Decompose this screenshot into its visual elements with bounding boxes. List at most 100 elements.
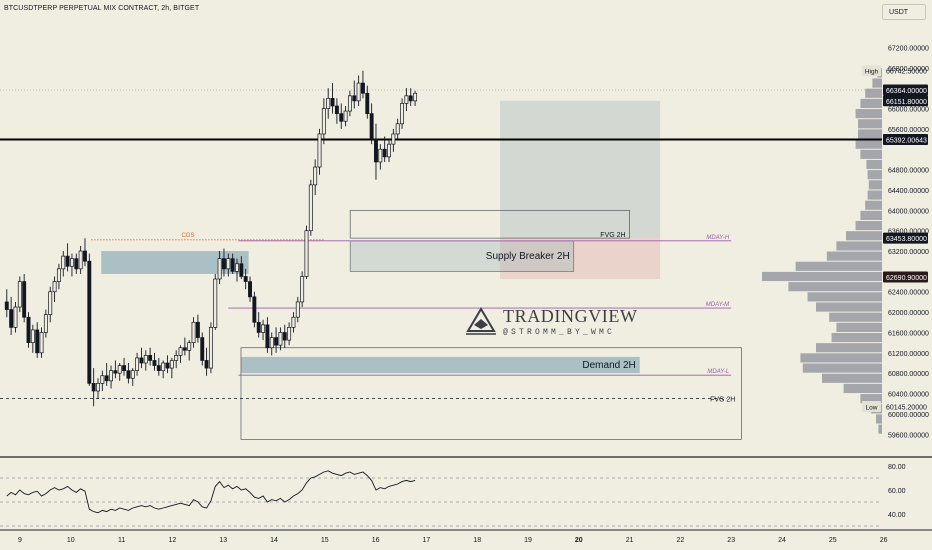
candle-up xyxy=(39,332,44,354)
tradingview-logo-icon xyxy=(466,307,496,335)
candle-down xyxy=(222,258,226,270)
candle-up xyxy=(291,316,296,328)
candle-up xyxy=(43,314,48,333)
volume-profile-bar xyxy=(816,343,882,353)
time-tick-label: 9 xyxy=(18,537,22,544)
volume-profile-bar xyxy=(878,424,882,434)
candle-up xyxy=(226,258,231,270)
candle-up xyxy=(321,108,326,135)
candle-down xyxy=(352,95,357,102)
rsi-tick-label: 80.00 xyxy=(888,464,906,471)
price-tick-label: 64800.00000 xyxy=(888,168,929,175)
candle-up xyxy=(395,123,400,135)
price-label-bg xyxy=(883,271,928,283)
candle-down xyxy=(334,105,339,114)
candle-down xyxy=(22,281,27,318)
volume-profile-bar xyxy=(868,180,882,190)
candlestick-series xyxy=(4,70,418,407)
zone-label-fvg-top: FVG 2H xyxy=(600,232,625,239)
candle-up xyxy=(48,291,53,316)
candle-down xyxy=(113,370,118,374)
candle-up xyxy=(13,306,18,328)
price-label: 60145.20000 xyxy=(886,405,927,412)
candle-up xyxy=(326,97,331,109)
volume-profile-bar xyxy=(866,159,882,170)
time-tick-label: 11 xyxy=(118,537,125,544)
candle-up xyxy=(261,324,266,333)
side-label: High xyxy=(865,69,879,76)
candle-down xyxy=(152,360,157,366)
price-tick-label: 66000.00000 xyxy=(888,107,929,114)
candle-up xyxy=(100,375,105,384)
candle-down xyxy=(122,365,127,371)
candle-down xyxy=(248,281,252,298)
candle-down xyxy=(165,362,170,369)
candle-up xyxy=(96,383,100,392)
candle-up xyxy=(413,92,418,102)
candle-up xyxy=(378,148,383,163)
price-label-bg xyxy=(883,84,928,96)
candle-up xyxy=(287,327,292,341)
target-box xyxy=(500,100,661,239)
volume-profile-bar xyxy=(855,220,882,231)
candle-up xyxy=(178,347,183,356)
currency-button[interactable]: USDT xyxy=(882,4,926,20)
price-label-bg xyxy=(883,401,928,413)
candle-down xyxy=(148,355,153,361)
candle-down xyxy=(182,347,187,351)
side-label: Low xyxy=(866,405,878,412)
rsi-pane: 80.00 60.00 40.00 xyxy=(0,464,906,527)
candle-up xyxy=(208,327,213,369)
candle-up xyxy=(317,133,322,168)
candle-up xyxy=(278,332,283,346)
volume-profile-bar xyxy=(867,170,882,180)
candle-down xyxy=(104,375,109,382)
purple-level-label: MDAY-H xyxy=(706,235,729,241)
candle-up xyxy=(295,301,300,318)
time-tick-label: 16 xyxy=(372,537,380,544)
time-tick-label: 22 xyxy=(677,537,685,544)
time-tick-label: 19 xyxy=(524,537,532,544)
volume-profile-bar xyxy=(831,332,882,343)
volume-profile-bar xyxy=(860,394,882,404)
candle-down xyxy=(35,329,40,354)
volume-profile-bar xyxy=(807,292,882,302)
price-tick-label: 59600.00000 xyxy=(888,432,929,439)
time-tick-label: 23 xyxy=(727,537,735,544)
volume-profile-bar xyxy=(858,119,882,129)
price-label: 66742.50000 xyxy=(886,69,927,76)
candle-up xyxy=(400,103,404,125)
candle-up xyxy=(235,263,239,272)
watermark-subtitle: @STROMM_BY_WMC xyxy=(503,328,616,337)
volume-profile-bar xyxy=(843,383,882,394)
volume-profile-bar xyxy=(836,241,882,251)
price-tick-label: 66800.00000 xyxy=(888,66,929,73)
volume-profile-bar xyxy=(822,373,882,383)
price-label-bg xyxy=(883,65,928,77)
candle-down xyxy=(330,97,335,107)
volume-profile-bar xyxy=(800,353,882,363)
volume-profile-bar xyxy=(867,190,882,200)
candle-down xyxy=(204,360,209,369)
time-tick-label: 17 xyxy=(423,537,431,544)
candle-down xyxy=(195,321,200,338)
candle-up xyxy=(313,166,318,186)
volume-profile-bar xyxy=(872,78,882,88)
candle-up xyxy=(143,355,148,364)
purple-level-label: MDAY-L xyxy=(707,369,729,375)
rsi-line xyxy=(6,470,416,514)
price-tick-label: 60400.00000 xyxy=(888,392,929,399)
candle-up xyxy=(78,250,83,270)
candle-up xyxy=(191,321,196,343)
volume-profile-bar xyxy=(762,271,882,282)
stop-box xyxy=(500,238,661,280)
candle-down xyxy=(382,148,387,158)
time-tick-label: 24 xyxy=(778,537,786,544)
watermark-title: TRADINGVIEW xyxy=(503,306,638,326)
rsi-tick-label: 60.00 xyxy=(888,488,906,495)
candle-up xyxy=(343,110,348,122)
zone-supply-breaker xyxy=(349,240,575,272)
candle-down xyxy=(256,321,261,333)
zone-label-fvg-bottom: FVG 2H xyxy=(710,397,735,404)
